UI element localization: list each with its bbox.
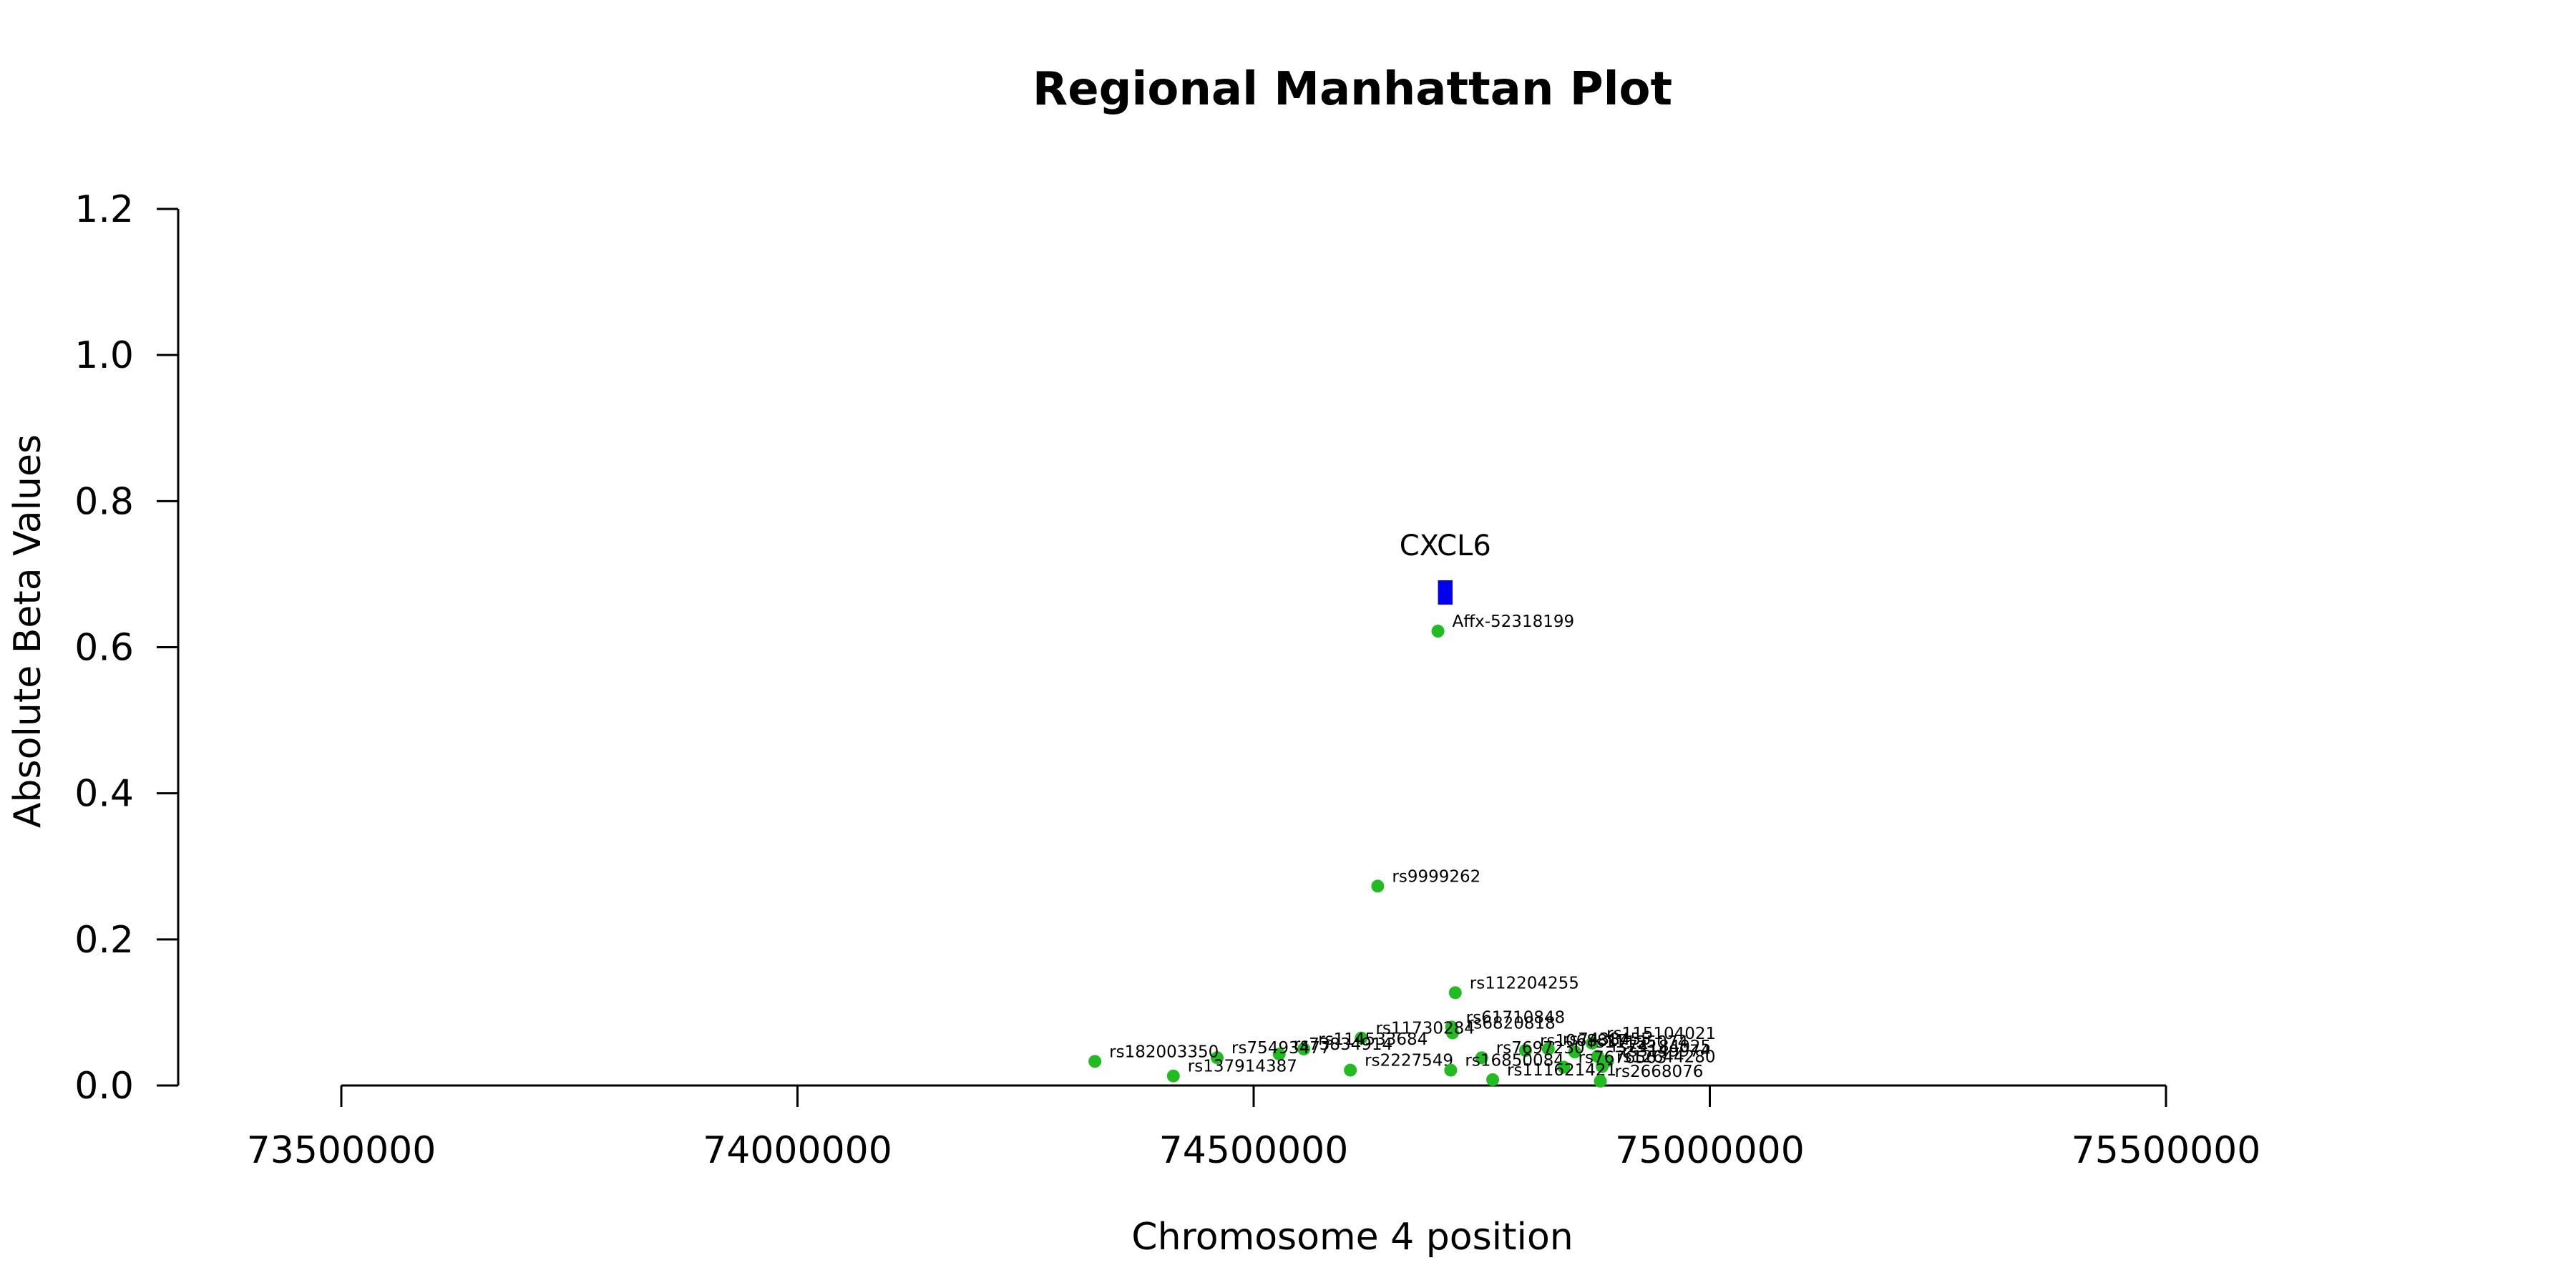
gene-marker bbox=[1438, 580, 1453, 605]
snp-label: rs6820818 bbox=[1467, 1015, 1556, 1033]
y-tick-label: 0.8 bbox=[74, 480, 134, 523]
snp-label: rs115104021 bbox=[1606, 1025, 1716, 1043]
snp-point bbox=[1371, 879, 1385, 893]
snp-label: rs114533684 bbox=[1318, 1030, 1428, 1049]
y-axis-label: Absolute Beta Values bbox=[6, 434, 49, 828]
snp-label: rs11135074 bbox=[1589, 1033, 1689, 1052]
snp-label: rs7676563 bbox=[1579, 1048, 1667, 1067]
snp-point bbox=[1591, 1050, 1604, 1063]
snp-label: rs3149974 bbox=[1622, 1042, 1711, 1060]
snp-label: rs2668076 bbox=[1615, 1063, 1704, 1081]
snp-point bbox=[1596, 1060, 1609, 1073]
y-axis: 0.0 0.2 0.4 0.6 0.8 1.0 1.2 bbox=[74, 188, 180, 1108]
y-tick-label: 0.0 bbox=[74, 1065, 134, 1108]
snp-label: rs61710848 bbox=[1466, 1008, 1566, 1027]
y-tick-label: 0.4 bbox=[74, 773, 134, 816]
y-tick-label: 1.0 bbox=[74, 334, 134, 377]
x-axis: 73500000 74000000 74500000 75000000 75500000 bbox=[247, 1084, 2261, 1172]
y-tick-label: 1.2 bbox=[74, 188, 134, 231]
snp-label: rs2227549 bbox=[1365, 1052, 1453, 1070]
snp-label: Affx-52318199 bbox=[1453, 613, 1575, 631]
x-axis-label: Chromosome 4 position bbox=[1131, 1216, 1573, 1259]
x-tick-label: 74500000 bbox=[1159, 1129, 1349, 1172]
snp-point bbox=[1448, 986, 1462, 1000]
snp-label: rs73834914 bbox=[1294, 1035, 1393, 1054]
snp-point bbox=[1355, 1031, 1368, 1045]
point-layer: Affx-52318199 rs9999262 rs112204255 rs61710… bbox=[1088, 613, 1716, 1088]
snp-point bbox=[1272, 1048, 1286, 1061]
snp-point bbox=[1297, 1042, 1311, 1055]
snp-point bbox=[1344, 1063, 1357, 1077]
x-tick-label: 75500000 bbox=[2072, 1129, 2261, 1172]
snp-point bbox=[1594, 1074, 1607, 1088]
snp-point bbox=[1541, 1042, 1555, 1055]
snp-label: rs1068817 bbox=[1540, 1032, 1629, 1050]
snp-point bbox=[1586, 1036, 1599, 1050]
snp-point bbox=[1518, 1044, 1532, 1057]
snp-point bbox=[1088, 1055, 1102, 1068]
snp-point bbox=[1557, 1060, 1571, 1074]
snp-point bbox=[1445, 1026, 1459, 1040]
snp-label: rs16850084 bbox=[1465, 1052, 1564, 1070]
snp-point bbox=[1166, 1069, 1180, 1083]
snp-point bbox=[1475, 1051, 1488, 1065]
snp-label: rs9999262 bbox=[1392, 867, 1480, 886]
snp-label: rs112204255 bbox=[1470, 974, 1579, 992]
snp-label: rs11730284 bbox=[1375, 1020, 1475, 1038]
chart-title: Regional Manhattan Plot bbox=[1033, 63, 1672, 116]
y-tick-label: 0.2 bbox=[74, 919, 134, 962]
snp-label: rs137914387 bbox=[1188, 1058, 1297, 1076]
gene-layer: CXCL6 bbox=[1400, 530, 1491, 605]
snp-label: rs182003350 bbox=[1109, 1043, 1219, 1061]
snp-label: rs74184025 bbox=[1612, 1038, 1712, 1056]
x-tick-label: 73500000 bbox=[247, 1129, 436, 1172]
y-tick-label: 0.6 bbox=[74, 627, 134, 670]
snp-label: rs7697230 bbox=[1496, 1039, 1585, 1058]
snp-point bbox=[1486, 1073, 1500, 1086]
snp-point bbox=[1444, 1063, 1458, 1077]
gene-label: CXCL6 bbox=[1400, 530, 1491, 562]
x-tick-label: 74000000 bbox=[703, 1129, 892, 1172]
snp-point bbox=[1431, 625, 1445, 638]
x-tick-label: 75000000 bbox=[1615, 1129, 1805, 1172]
snp-label: rs75493477 bbox=[1231, 1039, 1331, 1058]
snp-label: rs7438455 bbox=[1563, 1030, 1652, 1049]
snp-point bbox=[1211, 1051, 1224, 1065]
snp-point bbox=[1568, 1045, 1581, 1059]
snp-label: rs12644280 bbox=[1616, 1048, 1716, 1066]
